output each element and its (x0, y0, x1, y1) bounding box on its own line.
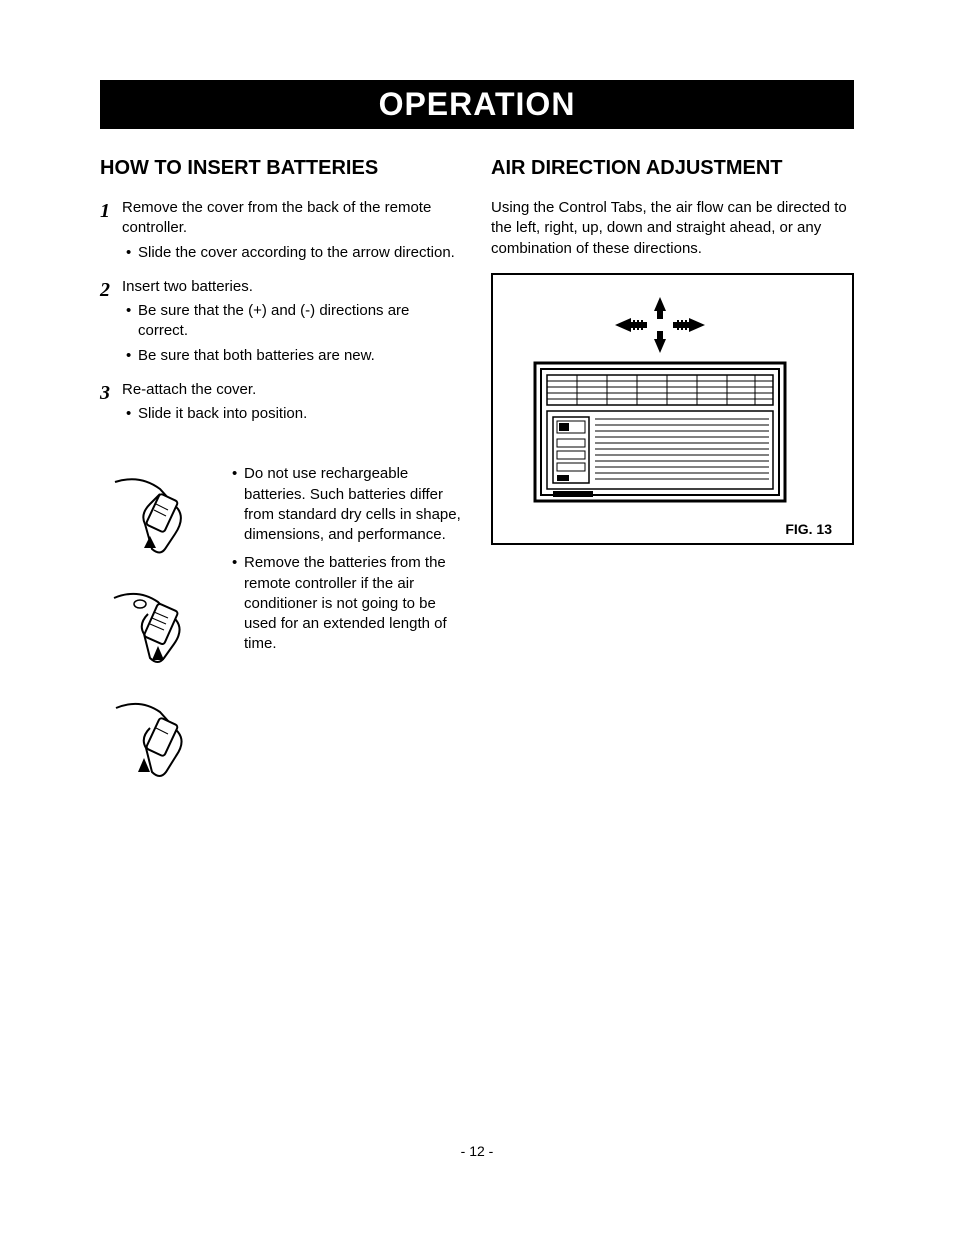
step-2-sub-1-text: Be sure that the (+) and (-) directions … (138, 301, 463, 342)
note-1-text: Do not use rechargeable batteries. Such … (244, 464, 463, 545)
step-3-text: Re-attach the cover. (122, 381, 256, 398)
step-2-number: 2 (100, 277, 122, 366)
step-3-sub-1: • Slide it back into position. (122, 404, 463, 424)
step-2-sub-2: • Be sure that both batteries are new. (122, 346, 463, 366)
step-1: 1 Remove the cover from the back of the … (100, 198, 463, 263)
step-3-body: Re-attach the cover. • Slide it back int… (122, 380, 463, 425)
note-2-text: Remove the batteries from the remote con… (244, 553, 463, 654)
step-2: 2 Insert two batteries. • Be sure that t… (100, 277, 463, 366)
air-conditioner-diagram (505, 291, 815, 511)
right-column: AIR DIRECTION ADJUSTMENT Using the Contr… (491, 157, 854, 798)
step-3-sub-1-text: Slide it back into position. (138, 404, 307, 424)
bullet-dot: • (126, 404, 138, 424)
step-1-body: Remove the cover from the back of the re… (122, 198, 463, 263)
step-1-sub-1: • Slide the cover according to the arrow… (122, 243, 463, 263)
bullet-dot: • (126, 346, 138, 366)
notes-row: • Do not use rechargeable batteries. Suc… (100, 464, 463, 798)
operation-banner: OPERATION (100, 80, 854, 129)
batteries-heading: HOW TO INSERT BATTERIES (100, 157, 463, 180)
step-1-text: Remove the cover from the back of the re… (122, 199, 431, 236)
note-2: • Remove the batteries from the remote c… (232, 553, 463, 654)
step-1-sub-1-text: Slide the cover according to the arrow d… (138, 243, 455, 263)
step-1-number: 1 (100, 198, 122, 263)
note-1: • Do not use rechargeable batteries. Suc… (232, 464, 463, 545)
hand-remote-icon-3 (110, 688, 210, 798)
hand-remote-icon-1 (110, 464, 210, 564)
left-column: HOW TO INSERT BATTERIES 1 Remove the cov… (100, 157, 463, 798)
bullet-dot: • (232, 553, 244, 654)
step-2-sub-1: • Be sure that the (+) and (-) direction… (122, 301, 463, 342)
step-3: 3 Re-attach the cover. • Slide it back i… (100, 380, 463, 425)
hand-illustrations (100, 464, 220, 798)
step-2-text: Insert two batteries. (122, 278, 253, 295)
air-direction-heading: AIR DIRECTION ADJUSTMENT (491, 157, 854, 180)
step-2-body: Insert two batteries. • Be sure that the… (122, 277, 463, 366)
hand-remote-icon-2 (110, 576, 210, 676)
figure-13-box: FIG. 13 (491, 273, 854, 545)
bullet-dot: • (126, 301, 138, 342)
step-2-sub-2-text: Be sure that both batteries are new. (138, 346, 375, 366)
page-number: - 12 - (0, 1143, 954, 1159)
battery-notes: • Do not use rechargeable batteries. Suc… (232, 464, 463, 798)
bullet-dot: • (232, 464, 244, 545)
step-3-number: 3 (100, 380, 122, 425)
air-direction-intro: Using the Control Tabs, the air flow can… (491, 198, 854, 259)
content-columns: HOW TO INSERT BATTERIES 1 Remove the cov… (100, 157, 854, 798)
bullet-dot: • (126, 243, 138, 263)
figure-13-caption: FIG. 13 (505, 521, 840, 537)
